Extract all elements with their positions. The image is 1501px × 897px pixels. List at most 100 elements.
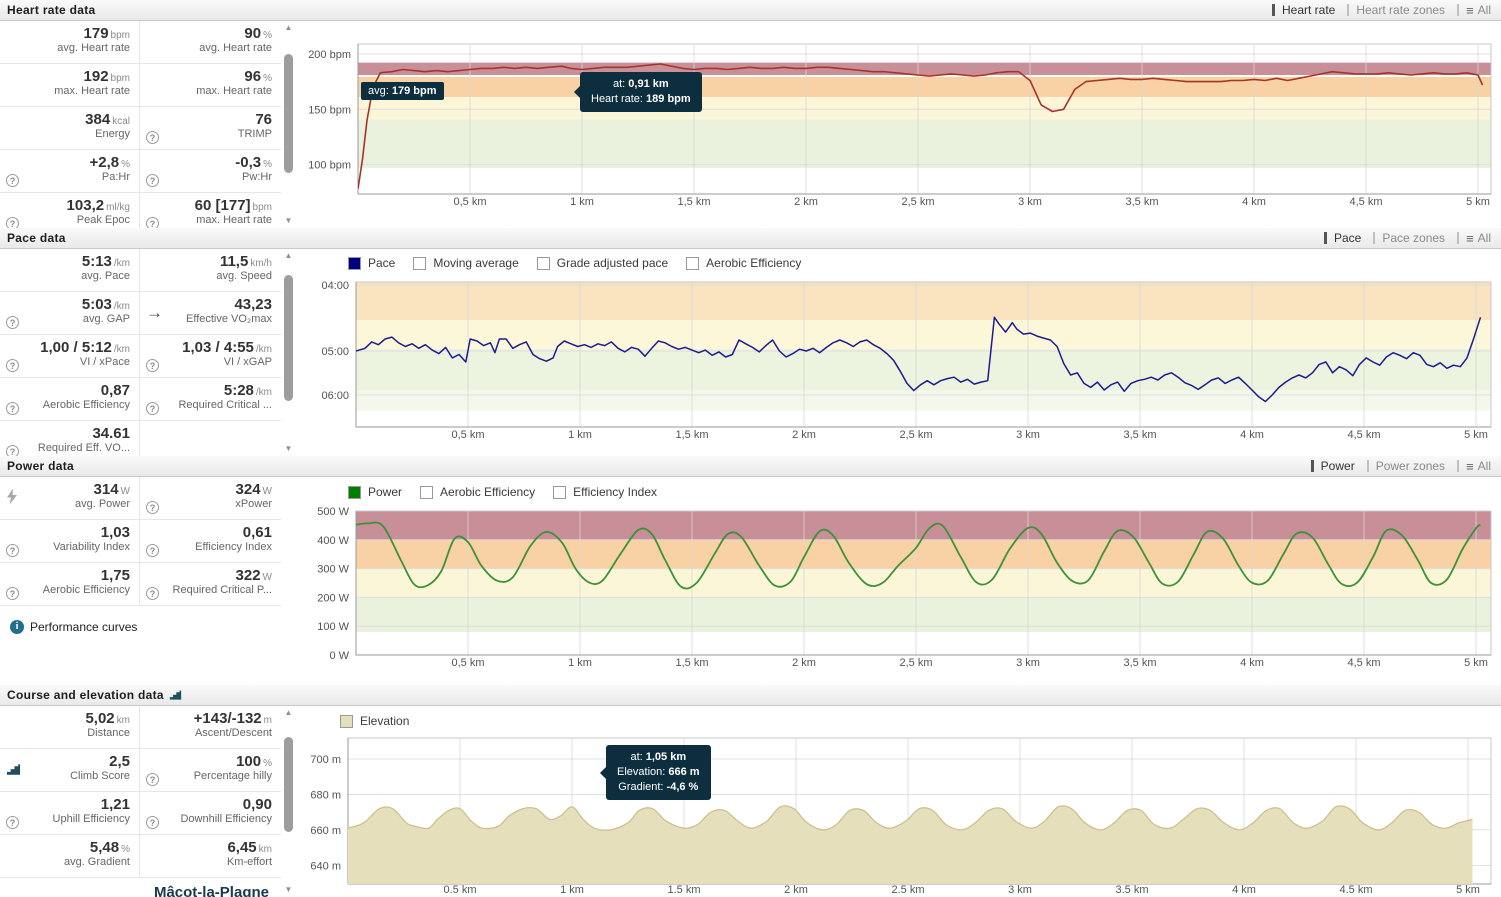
x-axis-tick: 0,5 km [451,657,484,669]
scroll-down-arrow[interactable]: ▼ [284,216,293,225]
stat-value: 103,2 ml/kg [6,197,130,214]
climbs-icon[interactable] [169,689,182,702]
help-icon[interactable]: ? [6,174,19,187]
section-title-pace: Pace data [0,231,66,245]
stat-value-number: 384 [85,111,111,128]
help-icon[interactable]: ? [146,501,159,514]
help-icon[interactable]: ? [6,445,19,456]
tab-pace[interactable]: Pace [1323,231,1361,245]
legend-item-elevation[interactable]: Elevation [340,714,409,728]
help-icon[interactable]: ? [6,217,19,228]
heart-rate-chart[interactable]: 200 bpm 150 bpm 100 bpm 0,5 km 1 km 1,5 km 2 k… [296,21,1501,228]
stat-unit: km [116,715,130,726]
stats-scrollbar[interactable]: ▲ ▼ [282,24,295,225]
scrollbar-thumb[interactable] [284,274,293,401]
help-icon[interactable]: ? [146,816,159,829]
tab-heart-rate-zones[interactable]: Heart rate zones [1347,3,1445,17]
stat-label: Downhill Efficiency [180,813,272,825]
legend-item-aerobic-efficiency[interactable]: Aerobic Efficiency [686,256,801,270]
tab-all[interactable]: ≡ All [1457,231,1491,246]
stat-unit: W [120,486,130,497]
stats-scrollbar[interactable]: ▲ ▼ [282,709,295,894]
tooltip-line: at: 0,91 km [591,77,691,92]
stat-value-number: 6,45 [227,839,257,856]
legend-checkbox[interactable] [413,256,427,270]
legend-checkbox[interactable] [348,485,361,499]
performance-curves-link[interactable]: i Performance curves [0,606,281,634]
location-link[interactable]: Mâcot-la-Plagne [153,884,269,897]
legend-checkbox[interactable] [686,256,700,270]
stat-unit: ml/kg [106,202,130,213]
scrollbar-thumb[interactable] [284,737,293,832]
help-icon[interactable]: ? [146,587,159,600]
legend-item-pace[interactable]: Pace [348,256,395,270]
help-icon[interactable]: ? [146,131,159,144]
legend-checkbox[interactable] [348,256,361,270]
section-header-power: Power data Power Power zones ≡ All [0,456,1501,477]
stat-label: avg. GAP [82,313,130,325]
x-axis-tick: 4 km [1242,196,1266,208]
legend-label: Aerobic Efficiency [440,485,536,499]
scroll-up-arrow[interactable]: ▲ [284,251,293,260]
tooltip-line: at: 1,05 km [617,750,700,765]
help-icon[interactable]: ? [146,773,159,786]
legend-item-moving-average[interactable]: Moving average [413,256,519,270]
help-icon[interactable]: ? [6,316,19,329]
stat-label: Aerobic Efficiency [42,584,130,596]
tab-power-zones[interactable]: Power zones [1366,459,1445,473]
legend-item-grade-adjusted-pace[interactable]: Grade adjusted pace [536,256,668,270]
stats-row: 5:03/km avg. GAP? 43,23 Effective VO₂max → [0,292,281,335]
chart-tooltip: at: 0,91 km Heart rate: 189 bpm [574,72,702,112]
stat-value: 100% [146,753,272,770]
scroll-down-arrow[interactable]: ▼ [284,444,293,453]
pace-chart[interactable]: 04:00 05:00 06:00 0,5 km 1 km 1,5 km 2 km 2,5 k… [296,249,1501,456]
help-icon[interactable]: ? [6,816,19,829]
help-icon[interactable]: ? [6,587,19,600]
help-icon[interactable]: ? [146,217,159,228]
help-icon[interactable]: ? [6,359,19,372]
tab-heart-rate[interactable]: Heart rate [1271,3,1335,17]
stat-unit: % [263,30,272,41]
y-axis-tick: 640 m [310,860,341,872]
stat-unit: % [263,159,272,170]
stat-value: 5,02 km [6,710,130,727]
legend-checkbox[interactable] [553,485,567,499]
stat-label: avg. Heart rate [57,42,130,54]
legend-checkbox[interactable] [536,256,550,270]
tab-pace-zones[interactable]: Pace zones [1373,231,1445,245]
stats-grid: 179 bpm avg. Heart rate 90% avg. Heart rate 1… [0,21,281,228]
legend-item-aerobic-efficiency[interactable]: Aerobic Efficiency [420,485,535,499]
legend-checkbox[interactable] [420,485,434,499]
stat-value: 324 W [146,481,272,498]
scrollbar-thumb[interactable] [284,54,293,173]
help-icon[interactable]: ? [146,174,159,187]
help-icon[interactable]: ? [146,402,159,415]
scroll-down-arrow[interactable]: ▼ [284,885,293,894]
power-chart[interactable]: 500 W 400 W 300 W 200 W 100 W 0 W 0,5 km 1 km 1,… [296,477,1501,685]
help-icon[interactable]: ? [146,359,159,372]
scroll-up-arrow[interactable]: ▲ [284,23,293,32]
elevation-chart[interactable]: 700 m 680 m 660 m 640 m 0.5 km 1 km 1.5 km 2 km… [296,706,1501,897]
tab-label: All [1477,3,1491,17]
tab-power[interactable]: Power [1310,459,1355,473]
legend-item-efficiency-index[interactable]: Efficiency Index [553,485,657,499]
section-tabs: Power Power zones ≡ All [1299,459,1501,474]
scroll-up-arrow[interactable]: ▲ [284,708,293,717]
tab-all[interactable]: ≡ All [1457,459,1491,474]
stat-value: 5:13/km [6,253,130,270]
stat-value-number: 1,00 / 5:12 [40,339,112,356]
legend-checkbox[interactable] [340,714,353,728]
stat-unit: bpm [110,73,130,84]
stat-value-number: 96 [244,68,262,85]
tab-all[interactable]: ≡ All [1457,3,1491,18]
tab-label: Pace zones [1382,231,1446,245]
help-icon[interactable]: ? [6,402,19,415]
help-icon[interactable]: ? [6,544,19,557]
chart-legend-power: Power Aerobic Efficiency Efficiency Index [348,485,657,499]
tab-active-bar [1323,232,1327,244]
legend-item-power[interactable]: Power [348,485,402,499]
help-icon[interactable]: ? [146,544,159,557]
stats-scrollbar[interactable]: ▲ ▼ [282,252,295,453]
stat-value: 1,75 [6,567,130,584]
